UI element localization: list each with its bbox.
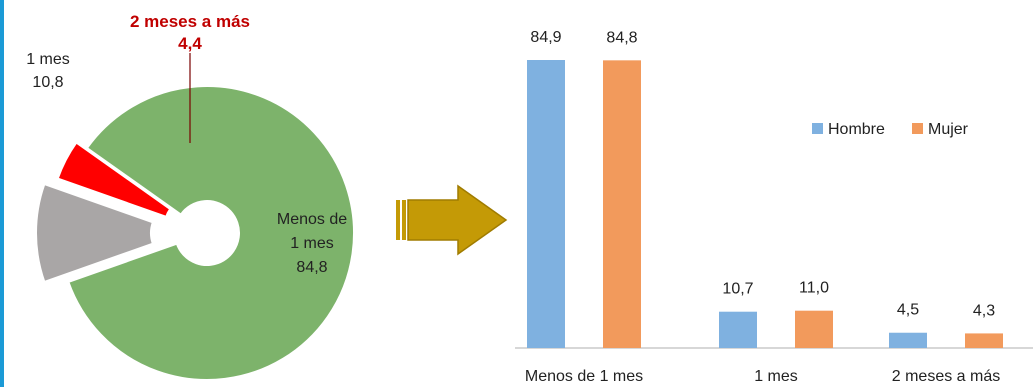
x-tick-label-menos-de-1-mes: Menos de 1 mes xyxy=(525,368,643,385)
data-label-hombre-2-meses-a-mas: 4,5 xyxy=(897,302,919,319)
right-arrow-icon xyxy=(396,184,508,256)
legend-swatch-mujer xyxy=(912,123,923,134)
bar-mujer-1-mes xyxy=(795,310,833,348)
legend: Hombre Mujer xyxy=(812,121,969,138)
slice-2-meses-a-mas xyxy=(56,141,172,219)
pie-label-2m-title: 2 meses a más xyxy=(130,12,250,31)
pie-label-1m-value: 10,8 xyxy=(32,74,63,91)
legend-label-hombre: Hombre xyxy=(828,121,885,138)
bar-mujer-menos-de-1-mes xyxy=(603,60,641,348)
data-label-hombre-1-mes: 10,7 xyxy=(722,281,753,298)
data-label-mujer-menos-de-1-mes: 84,8 xyxy=(606,29,637,46)
bar-chart: 84,9 84,8 Menos de 1 mes 10,7 11,0 1 mes 4,5 4,… xyxy=(515,29,1033,385)
data-label-mujer-1-mes: 11,0 xyxy=(799,280,829,297)
pie-label-1m-title: 1 mes xyxy=(26,51,70,68)
x-tick-label-1-mes: 1 mes xyxy=(754,368,798,385)
slice-1-mes xyxy=(35,182,155,284)
pie-label-main-line2: 1 mes xyxy=(290,235,334,252)
data-label-mujer-2-meses-a-mas: 4,3 xyxy=(973,302,995,319)
bar-hombre-1-mes xyxy=(719,311,757,348)
bar-hombre-menos-de-1-mes xyxy=(527,60,565,348)
x-tick-label-2-meses-a-mas: 2 meses a más xyxy=(892,368,1000,385)
frame-border xyxy=(0,0,4,387)
legend-label-mujer: Mujer xyxy=(928,121,969,138)
legend-swatch-hombre xyxy=(812,123,823,134)
pie-label-2m-value: 4,4 xyxy=(178,34,202,53)
pie-label-main-line1: Menos de xyxy=(277,211,347,228)
data-label-hombre-menos-de-1-mes: 84,9 xyxy=(530,29,561,46)
pie-label-main-value: 84,8 xyxy=(296,259,327,276)
bar-mujer-2-meses-a-mas xyxy=(965,333,1003,348)
bar-hombre-2-meses-a-mas xyxy=(889,332,927,348)
donut-chart xyxy=(35,85,355,381)
slice-menos-de-1-mes xyxy=(67,85,355,381)
pie-labels: 2 meses a más 4,4 1 mes 10,8 Menos de 1 … xyxy=(26,12,347,276)
